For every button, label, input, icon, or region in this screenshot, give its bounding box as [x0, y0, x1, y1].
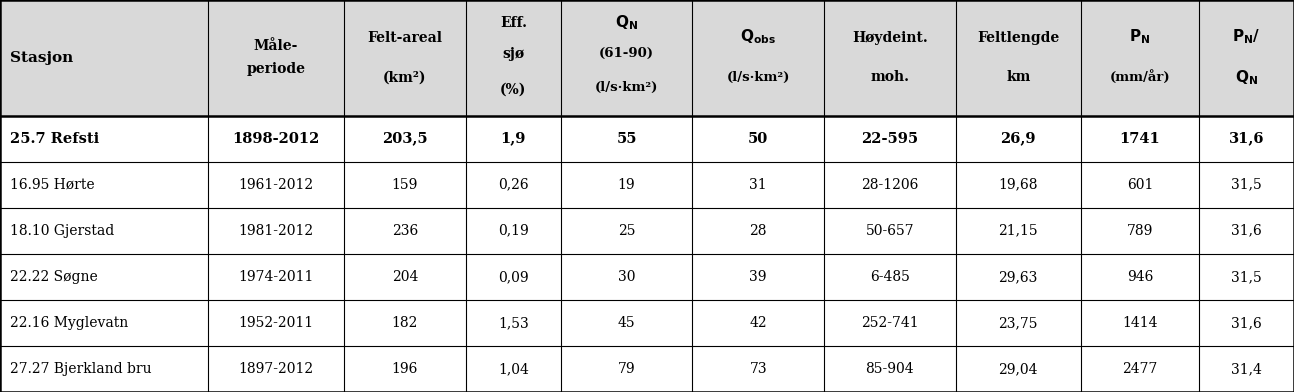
- Text: 22.16 Myglevatn: 22.16 Myglevatn: [10, 316, 128, 330]
- Text: 28-1206: 28-1206: [862, 178, 919, 192]
- Text: Felt-areal: Felt-areal: [367, 31, 443, 45]
- Text: 31,4: 31,4: [1231, 362, 1262, 376]
- Text: 45: 45: [617, 316, 635, 330]
- Text: $\mathbf{Q_{obs}}$: $\mathbf{Q_{obs}}$: [740, 27, 776, 45]
- Text: 26,9: 26,9: [1000, 132, 1036, 146]
- Text: Måle-
periode: Måle- periode: [246, 40, 305, 76]
- Text: 31,5: 31,5: [1231, 178, 1262, 192]
- Text: 204: 204: [392, 270, 418, 284]
- Text: moh.: moh.: [871, 71, 910, 84]
- Text: 28: 28: [749, 224, 767, 238]
- Text: Feltlengde: Feltlengde: [977, 31, 1060, 45]
- Text: 29,04: 29,04: [999, 362, 1038, 376]
- Text: 1952-2011: 1952-2011: [238, 316, 313, 330]
- Text: 2477: 2477: [1122, 362, 1158, 376]
- Text: 79: 79: [617, 362, 635, 376]
- Text: 27.27 Bjerkland bru: 27.27 Bjerkland bru: [10, 362, 151, 376]
- Text: (61-90): (61-90): [599, 47, 653, 60]
- Text: 31: 31: [749, 178, 767, 192]
- Text: 19,68: 19,68: [999, 178, 1038, 192]
- Text: $\mathbf{Q_N}$: $\mathbf{Q_N}$: [1234, 68, 1258, 87]
- Text: 1,04: 1,04: [498, 362, 529, 376]
- Text: 1897-2012: 1897-2012: [238, 362, 313, 376]
- Text: 159: 159: [392, 178, 418, 192]
- Text: 29,63: 29,63: [999, 270, 1038, 284]
- Text: 0,19: 0,19: [498, 224, 529, 238]
- Text: 182: 182: [392, 316, 418, 330]
- Text: 16.95 Hørte: 16.95 Hørte: [10, 178, 94, 192]
- Text: 31,5: 31,5: [1231, 270, 1262, 284]
- Text: 73: 73: [749, 362, 767, 376]
- Text: 31,6: 31,6: [1231, 224, 1262, 238]
- Text: 1981-2012: 1981-2012: [238, 224, 313, 238]
- Text: 0,26: 0,26: [498, 178, 529, 192]
- Text: 85-904: 85-904: [866, 362, 914, 376]
- Text: (l/s·km²): (l/s·km²): [595, 81, 659, 94]
- Text: (km²): (km²): [383, 71, 427, 84]
- Bar: [0, 0, 1294, 116]
- Text: Høydeint.: Høydeint.: [851, 31, 928, 45]
- Text: 55: 55: [616, 132, 637, 146]
- Text: 1414: 1414: [1122, 316, 1158, 330]
- Text: 789: 789: [1127, 224, 1153, 238]
- Text: 30: 30: [617, 270, 635, 284]
- Text: 601: 601: [1127, 178, 1153, 192]
- Text: 50-657: 50-657: [866, 224, 914, 238]
- Text: sjø: sjø: [502, 47, 524, 61]
- Text: (l/s·km²): (l/s·km²): [726, 71, 789, 84]
- Text: 1961-2012: 1961-2012: [238, 178, 313, 192]
- Text: 1,9: 1,9: [501, 132, 527, 146]
- Text: 31,6: 31,6: [1231, 316, 1262, 330]
- Text: 236: 236: [392, 224, 418, 238]
- Text: 1741: 1741: [1119, 132, 1161, 146]
- Text: 946: 946: [1127, 270, 1153, 284]
- Text: Stasjon: Stasjon: [10, 51, 74, 65]
- Text: 203,5: 203,5: [382, 132, 427, 146]
- Text: 196: 196: [392, 362, 418, 376]
- Text: 1898-2012: 1898-2012: [232, 132, 320, 146]
- Text: $\mathbf{P_N}$: $\mathbf{P_N}$: [1130, 27, 1150, 45]
- Text: 22-595: 22-595: [862, 132, 919, 146]
- Text: 42: 42: [749, 316, 767, 330]
- Text: 22.22 Søgne: 22.22 Søgne: [10, 270, 98, 284]
- Text: km: km: [1005, 71, 1030, 84]
- Text: 1974-2011: 1974-2011: [238, 270, 313, 284]
- Text: 18.10 Gjerstad: 18.10 Gjerstad: [10, 224, 115, 238]
- Text: 50: 50: [748, 132, 769, 146]
- Text: $\mathbf{Q_N}$: $\mathbf{Q_N}$: [615, 13, 638, 32]
- Text: 19: 19: [617, 178, 635, 192]
- Text: 252-741: 252-741: [861, 316, 919, 330]
- Text: $\mathbf{P_N/}$: $\mathbf{P_N/}$: [1232, 27, 1260, 45]
- Text: 1,53: 1,53: [498, 316, 529, 330]
- Text: 25: 25: [617, 224, 635, 238]
- Text: (mm/år): (mm/år): [1110, 71, 1170, 84]
- Text: 0,09: 0,09: [498, 270, 529, 284]
- Text: 31,6: 31,6: [1229, 132, 1264, 146]
- Text: 39: 39: [749, 270, 767, 284]
- Text: 23,75: 23,75: [999, 316, 1038, 330]
- Text: 21,15: 21,15: [999, 224, 1038, 238]
- Text: 25.7 Refsti: 25.7 Refsti: [10, 132, 100, 146]
- Text: Eff.: Eff.: [499, 16, 527, 29]
- Text: (%): (%): [501, 82, 527, 96]
- Text: 6-485: 6-485: [870, 270, 910, 284]
